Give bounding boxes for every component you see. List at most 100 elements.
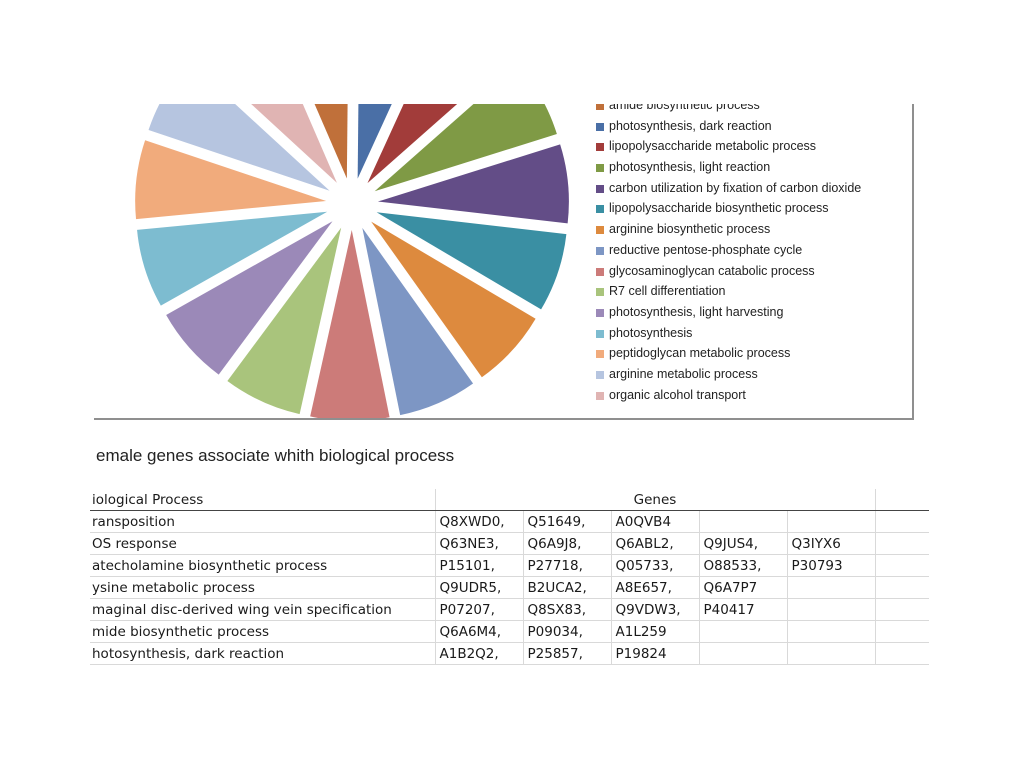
header-genes: Genes — [434, 489, 875, 511]
process-cell: OS response — [90, 532, 435, 555]
legend-item-12: peptidoglycan metabolic process — [596, 343, 861, 364]
gene-cell — [874, 642, 929, 665]
gene-cell: Q05733, — [610, 554, 699, 577]
gene-cell: Q6A7P7 — [698, 576, 787, 599]
gene-cell — [698, 642, 787, 665]
pie-chart — [135, 104, 569, 418]
gene-cell: B2UCA2, — [522, 576, 611, 599]
legend-swatch — [596, 288, 604, 297]
table-row: mide biosynthetic process Q6A6M4, P09034, A… — [90, 620, 929, 643]
legend-item-3: photosynthesis, light reaction — [596, 157, 861, 178]
gene-cell: P25857, — [522, 642, 611, 665]
legend-item-0: amide biosynthetic process — [596, 104, 861, 116]
gene-cell: Q63NE3, — [434, 532, 523, 555]
legend-item-13: arginine metabolic process — [596, 364, 861, 385]
gene-cell — [698, 510, 787, 533]
legend-swatch — [596, 370, 604, 379]
gene-cell — [874, 510, 929, 533]
legend-item-1: photosynthesis, dark reaction — [596, 116, 861, 137]
pie-slice-5 — [376, 212, 567, 310]
gene-cell — [786, 598, 875, 621]
legend-label: reductive pentose-phosphate cycle — [609, 242, 803, 257]
pie-slice-14 — [251, 104, 337, 183]
gene-cell: A0QVB4 — [610, 510, 699, 533]
legend-label: photosynthesis, dark reaction — [609, 118, 772, 133]
legend-label: lipopolysaccharide biosynthetic process — [609, 201, 829, 216]
legend-item-9: R7 cell differentiation — [596, 281, 861, 302]
gene-cell: Q3IYX6 — [786, 532, 875, 555]
pie-slice-7 — [362, 227, 474, 416]
legend-label: photosynthesis — [609, 325, 693, 340]
gene-cell: A8E657, — [610, 576, 699, 599]
gene-cell — [874, 620, 929, 643]
header-biological-process: iological Process — [90, 489, 435, 511]
gene-cell: O88533, — [698, 554, 787, 577]
process-cell: ysine metabolic process — [90, 576, 435, 599]
legend-label: peptidoglycan metabolic process — [609, 346, 791, 361]
pie-slice-6 — [371, 221, 536, 378]
gene-cell — [874, 598, 929, 621]
pie-slice-13 — [148, 104, 330, 191]
table-row: atecholamine biosynthetic process P15101,… — [90, 554, 929, 577]
legend-swatch — [596, 267, 604, 276]
gene-cell — [786, 642, 875, 665]
gene-cell: Q51649, — [522, 510, 611, 533]
legend-label: amide biosynthetic process — [609, 104, 760, 112]
pie-slice-12 — [135, 140, 327, 220]
gene-cell — [786, 620, 875, 643]
gene-cell: Q9UDR5, — [434, 576, 523, 599]
legend-item-4: carbon utilization by fixation of carbon… — [596, 178, 861, 199]
pie-slice-4 — [377, 144, 569, 224]
gene-table: iological Process Genes ransposition Q8XW… — [90, 489, 929, 665]
pie-slice-0 — [314, 104, 348, 179]
legend-swatch — [596, 205, 604, 214]
table-row: OS response Q63NE3, Q6A9J8, Q6ABL2, Q9JUS4, Q… — [90, 532, 929, 555]
gene-cell: Q6ABL2, — [610, 532, 699, 555]
table-header-row: iological Process Genes — [90, 489, 929, 511]
legend-label: organic alcohol transport — [609, 387, 746, 402]
gene-cell: P07207, — [434, 598, 523, 621]
pie-slice-1 — [357, 104, 392, 179]
pie-slice-8 — [310, 229, 390, 418]
gene-cell: P27718, — [522, 554, 611, 577]
gene-cell: Q8SX83, — [522, 598, 611, 621]
chart-legend: amide biosynthetic process photosynthesis… — [596, 104, 861, 405]
table-body: ransposition Q8XWD0, Q51649, A0QVB4 OS respo… — [90, 510, 929, 665]
table-container: iological Process Genes ransposition Q8XW… — [90, 489, 932, 665]
legend-item-14: organic alcohol transport — [596, 385, 861, 406]
gene-cell — [874, 532, 929, 555]
process-cell: hotosynthesis, dark reaction — [90, 642, 435, 665]
legend-swatch — [596, 143, 604, 152]
legend-item-2: lipopolysaccharide metabolic process — [596, 136, 861, 157]
pie-slice-2 — [367, 104, 458, 184]
legend-swatch — [596, 184, 604, 193]
legend-item-10: photosynthesis, light harvesting — [596, 302, 861, 323]
process-cell: mide biosynthetic process — [90, 620, 435, 643]
gene-cell — [874, 554, 929, 577]
legend-item-11: photosynthesis — [596, 323, 861, 344]
legend-swatch — [596, 164, 604, 173]
gene-cell: P30793 — [786, 554, 875, 577]
table-title: emale genes associate whith biological p… — [96, 446, 455, 465]
gene-cell: P09034, — [522, 620, 611, 643]
legend-item-6: arginine biosynthetic process — [596, 219, 861, 240]
legend-label: photosynthesis, light reaction — [609, 160, 771, 175]
gene-cell: Q9VDW3, — [610, 598, 699, 621]
gene-cell — [786, 510, 875, 533]
table-row: maginal disc-derived wing vein specifica… — [90, 598, 929, 621]
legend-label: R7 cell differentiation — [609, 284, 726, 299]
table-row: ysine metabolic process Q9UDR5, B2UCA2, A8E… — [90, 576, 929, 599]
legend-swatch — [596, 226, 604, 235]
legend-swatch — [596, 104, 604, 110]
legend-swatch — [596, 350, 604, 359]
legend-label: glycosaminoglycan catabolic process — [609, 263, 815, 278]
process-cell: ransposition — [90, 510, 435, 533]
pie-chart-panel: amide biosynthetic process photosynthesis… — [94, 104, 914, 420]
gene-cell: A1L259 — [610, 620, 699, 643]
table-row: ransposition Q8XWD0, Q51649, A0QVB4 — [90, 510, 929, 533]
legend-item-8: glycosaminoglycan catabolic process — [596, 261, 861, 282]
legend-swatch — [596, 391, 604, 400]
legend-swatch — [596, 122, 604, 131]
gene-cell: P40417 — [698, 598, 787, 621]
gene-cell: Q6A6M4, — [434, 620, 523, 643]
